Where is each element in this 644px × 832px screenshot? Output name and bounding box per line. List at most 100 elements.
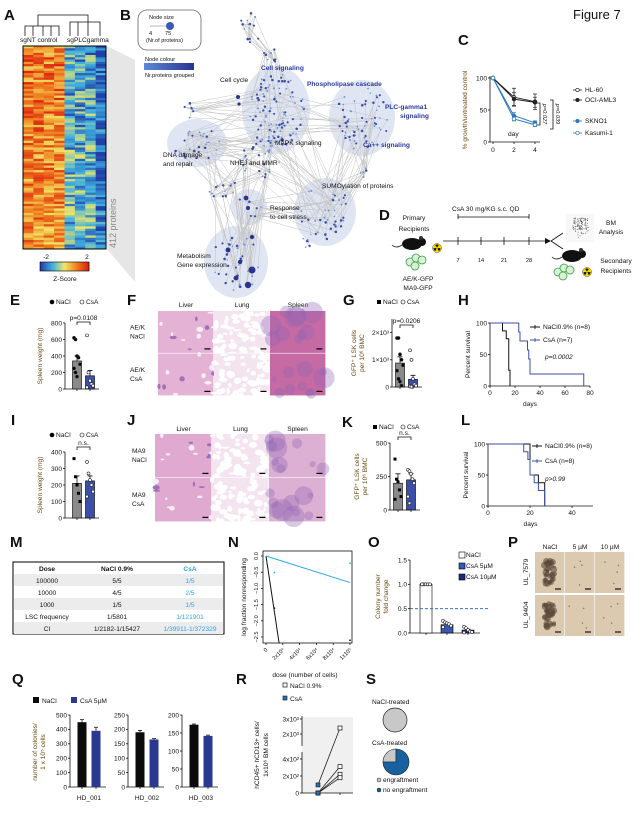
white-pulp	[265, 488, 275, 498]
radiation-blade	[583, 272, 587, 275]
alveolus	[210, 391, 218, 395]
heatmap-cell	[74, 131, 86, 135]
network-node	[249, 214, 252, 217]
colony-image	[535, 595, 565, 636]
network-edge	[343, 95, 377, 198]
network-node	[248, 37, 251, 40]
heatmap-cell	[43, 95, 55, 99]
x-tick-label: 2	[512, 147, 516, 154]
cluster-label-plc-gamma1: PLC-gamma1	[385, 104, 427, 111]
heatmap-cell	[54, 122, 65, 126]
heatmap-cell	[85, 64, 96, 67]
heatmap-cell	[33, 183, 45, 187]
heatmap-cell	[54, 115, 65, 119]
network-node	[258, 169, 261, 173]
heatmap-cell	[43, 170, 55, 173]
heatmap-cell	[74, 136, 86, 139]
panel-label-q: Q	[12, 671, 24, 688]
heatmap-cell	[95, 212, 107, 216]
table-row-shade	[14, 598, 223, 610]
heatmap-cell	[74, 50, 86, 54]
network-edge	[263, 145, 312, 192]
heatmap-cell	[95, 59, 107, 63]
irradiation-icon	[432, 243, 442, 253]
heatmap-cell	[33, 149, 45, 153]
network-edge	[274, 49, 283, 82]
heatmap-cell	[33, 142, 45, 146]
heatmap-cell	[64, 138, 76, 142]
flow-event	[587, 219, 589, 221]
heatmap-cell	[95, 201, 107, 205]
vessel	[197, 351, 202, 357]
x-tick-label: 0	[488, 390, 492, 397]
flow-event	[578, 225, 580, 227]
network-node	[188, 116, 191, 119]
vessel	[165, 453, 171, 456]
white-pulp	[319, 368, 327, 376]
network-edge	[208, 141, 270, 170]
network-node	[197, 145, 201, 149]
network-edge	[325, 119, 388, 223]
flow-event	[575, 223, 577, 225]
network-edge	[230, 159, 247, 186]
network-edge	[345, 132, 367, 169]
heatmap-cell	[23, 48, 34, 51]
heatmap-cell	[43, 215, 55, 218]
colony	[568, 605, 570, 608]
heatmap-cell	[23, 206, 34, 209]
data-point	[511, 96, 517, 102]
colony	[585, 627, 587, 629]
heatmap-cell	[74, 113, 86, 117]
network-edge	[319, 140, 355, 221]
data-point	[532, 100, 538, 105]
timeline-ticks	[457, 237, 530, 245]
heatmap-cell	[95, 100, 107, 103]
network-node	[199, 134, 202, 137]
network-node	[269, 75, 273, 78]
heatmap-cell	[95, 183, 107, 187]
y-tick-label: 2x10³	[283, 731, 300, 738]
heatmap-cell	[54, 120, 65, 123]
network-node	[267, 86, 269, 89]
network-edge	[242, 24, 248, 40]
heatmap-cell	[95, 233, 107, 236]
y-tick-label: 0	[383, 507, 387, 514]
heatmap-cell	[85, 91, 96, 94]
heatmap-cell	[95, 61, 107, 65]
heatmap-cell	[74, 194, 86, 198]
heatmap-cell	[54, 84, 65, 87]
alveolus	[247, 494, 256, 500]
legend-label: CsA	[407, 424, 420, 431]
network-node	[250, 95, 253, 98]
column-header-spleen: Spleen	[288, 302, 309, 309]
network-edge	[185, 136, 269, 159]
network-node	[263, 105, 267, 108]
alveolus	[225, 462, 233, 468]
heatmap-cell	[95, 113, 107, 117]
heatmap-cell	[85, 226, 96, 229]
heatmap-cell	[33, 122, 45, 126]
data-point	[89, 483, 94, 487]
panel-a: sgNT control sgPLCgamma 412 proteins -2 …	[20, 14, 135, 283]
data-point	[398, 352, 402, 357]
fit-line-nacl-0-9	[265, 555, 280, 644]
heatmap-cell	[85, 219, 96, 223]
vessel	[160, 458, 165, 461]
pair-line	[317, 727, 341, 786]
network-node	[281, 143, 284, 146]
alveolus	[219, 466, 228, 470]
row-label: CsA	[130, 376, 143, 383]
alveolus	[226, 387, 231, 395]
heatmap-cell	[23, 217, 34, 220]
heatmap-cell	[23, 93, 34, 96]
heatmap-cell	[85, 86, 96, 90]
row-label: CsA	[132, 501, 145, 508]
network-edge	[320, 176, 364, 221]
network-node	[264, 174, 267, 177]
heatmap-cell	[33, 133, 45, 137]
alveolus	[234, 442, 241, 447]
y-tick-label: 0	[483, 383, 487, 390]
heatmap-cell	[23, 174, 34, 178]
heatmap-cell	[54, 244, 65, 248]
